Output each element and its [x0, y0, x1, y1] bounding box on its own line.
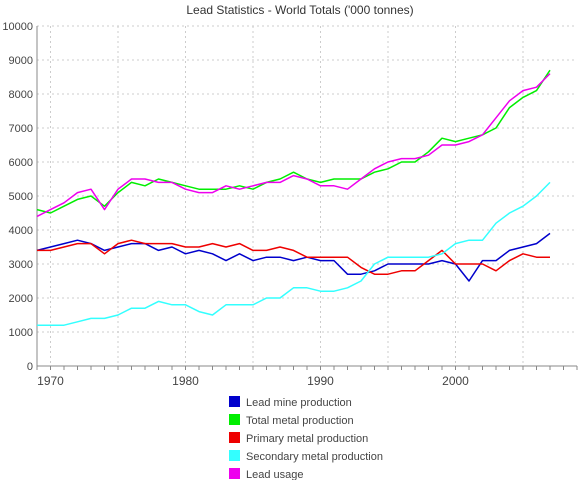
legend-label: Total metal production: [246, 415, 354, 427]
y-tick-label: 6000: [9, 157, 33, 169]
x-tick-label: 1970: [37, 374, 64, 388]
y-tick-label: 10000: [2, 21, 33, 33]
y-tick-label: 8000: [9, 89, 33, 101]
series-line-2: [36, 69, 551, 214]
legend-swatch: [229, 468, 240, 479]
axes: 0 1000 2000 3000 4000 5000 6000 7000 8000 9000 100…: [2, 21, 578, 388]
legend-swatch: [229, 432, 240, 443]
legend: Lead mine production Total metal producti…: [229, 396, 383, 480]
y-tick-label: 7000: [9, 123, 33, 135]
legend-swatch: [229, 396, 240, 407]
series-line-1: [36, 232, 551, 282]
y-tick-label: 1000: [9, 327, 33, 339]
legend-swatch: [229, 414, 240, 425]
legend-swatch: [229, 450, 240, 461]
legend-label: Secondary metal production: [246, 451, 383, 463]
y-tick-label: 4000: [9, 225, 33, 237]
chart-title: Lead Statistics - World Totals ('000 ton…: [186, 3, 413, 17]
grid: [37, 25, 577, 366]
series-line-4: [37, 181, 551, 326]
y-tick-label: 9000: [9, 55, 33, 67]
legend-label: Lead usage: [246, 469, 304, 480]
series-line-5: [36, 73, 551, 218]
y-tick-label: 2000: [9, 293, 33, 305]
legend-label: Primary metal production: [246, 433, 368, 445]
y-tick-label: 0: [27, 361, 33, 373]
x-tick-label: 1990: [307, 374, 334, 388]
x-tick-label: 1980: [172, 374, 199, 388]
y-tick-label: 5000: [9, 191, 33, 203]
legend-label: Lead mine production: [246, 397, 352, 409]
y-tick-label: 3000: [9, 259, 33, 271]
x-tick-label: 2000: [442, 374, 469, 388]
plot-area: [36, 69, 551, 326]
series-line-3: [37, 239, 550, 275]
